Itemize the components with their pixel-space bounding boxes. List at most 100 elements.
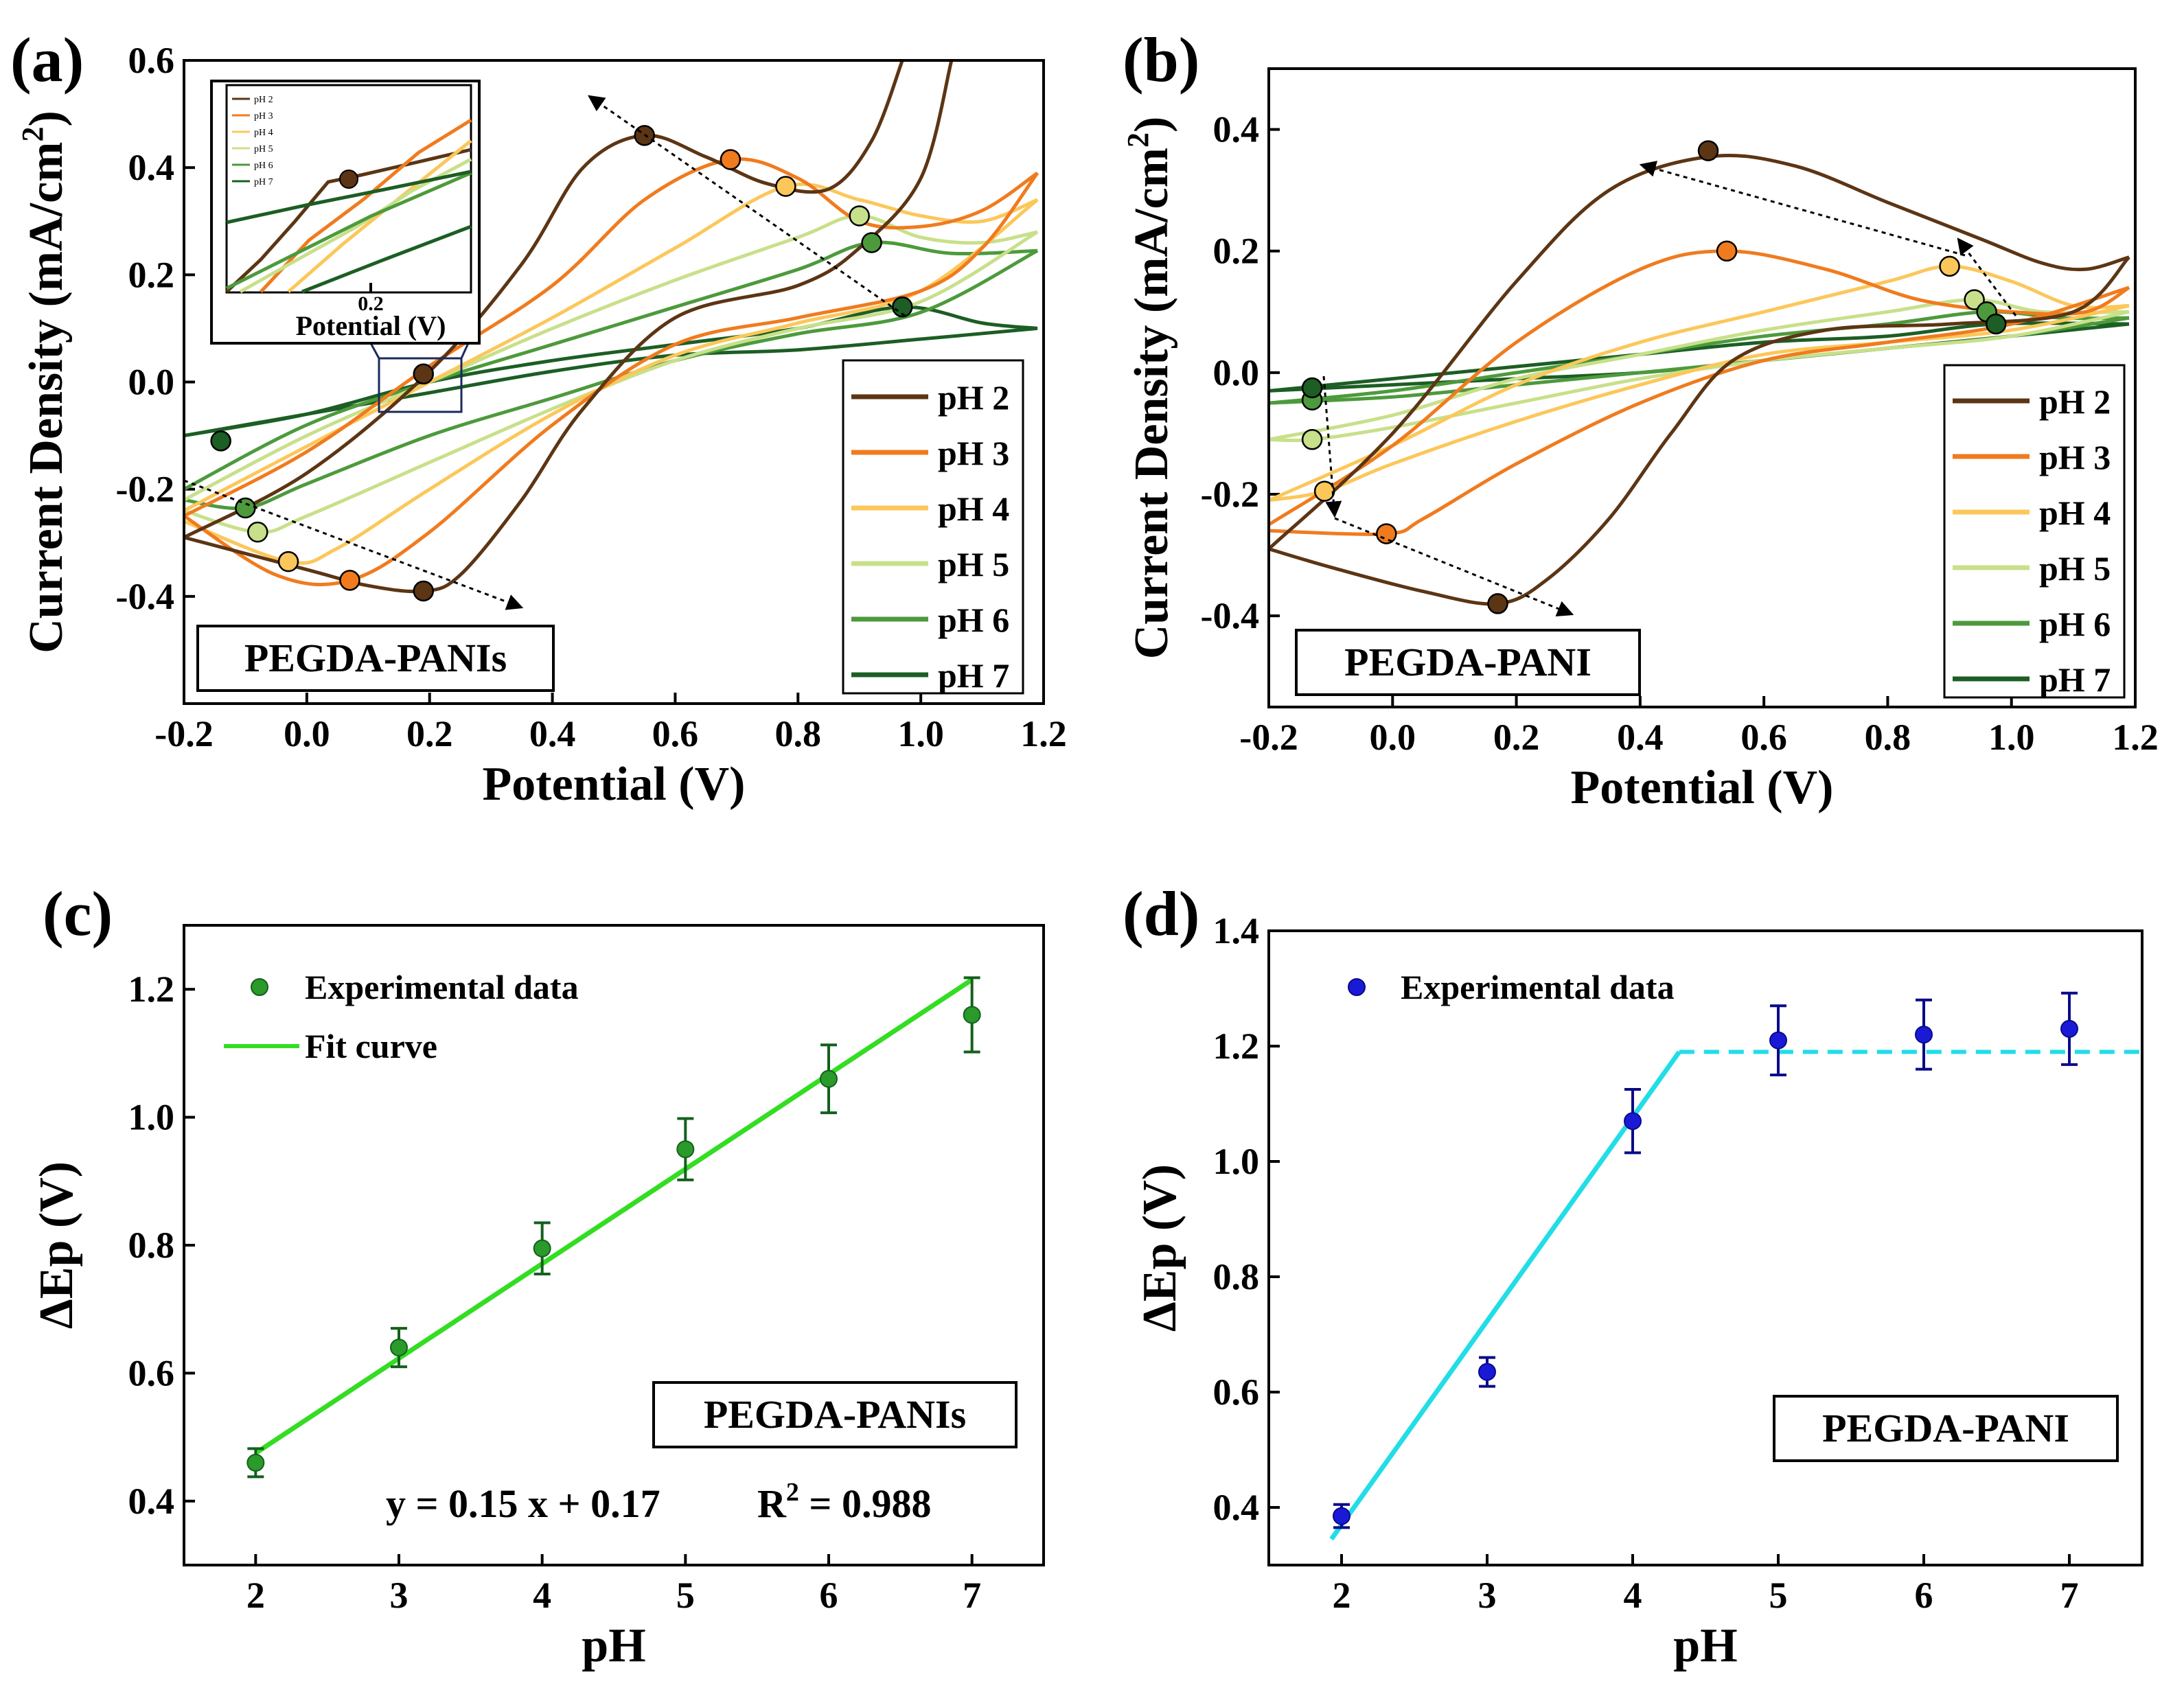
anodic-peak-ph4 — [775, 176, 796, 197]
panel-a-cathodic-trend-arrow — [183, 479, 524, 610]
cv-forward-ph5 — [1270, 298, 2130, 441]
panel-a-zoom-region — [378, 357, 463, 413]
y-axis-title-sup: 2 — [1121, 132, 1155, 148]
x-tick-label: 0.2 — [1493, 717, 1540, 758]
y-axis-title: ΔEp (V) — [30, 1161, 83, 1329]
data-point — [1769, 1031, 1787, 1050]
cv-forward-ph2 — [1270, 153, 2130, 551]
fit-line — [254, 977, 974, 1455]
cv-reverse-ph2 — [1270, 255, 2130, 606]
y-tick-label: 0.2 — [1213, 231, 1260, 272]
inset-legend-label: pH 2 — [254, 95, 273, 105]
y-axis-title-close: ) — [20, 111, 73, 126]
inset-tick-label: 0.2 — [358, 292, 384, 315]
panel-b-sample-label: PEGDA-PANI — [1344, 640, 1591, 684]
panel-c-legend-marker — [251, 978, 268, 996]
plot-frame — [1267, 929, 2143, 1566]
data-point — [2060, 1019, 2078, 1038]
panel-a: (a) -0.2 0.0 0.2 0.4 0.6 0.8 1.0 1.2 -0.4 -0.2 0.0… — [10, 25, 1067, 811]
panel-c: (c) 2 3 4 5 6 7 0.4 0.6 0.8 1.0 1.2 pH ΔEp (V) Exper… — [30, 879, 1045, 1672]
panel-d-legend-data: Experimental data — [1401, 968, 1675, 1006]
panel-d: (d) 2 3 4 5 6 7 0.4 0.6 0.8 1.0 1.2 1.4 pH ΔEp (V) Ex… — [1123, 879, 2143, 1672]
x-tick-label: 7 — [963, 1575, 981, 1616]
legend-label: pH 3 — [2039, 438, 2111, 476]
x-tick-label: 3 — [1478, 1575, 1497, 1616]
legend-label: pH 7 — [2039, 660, 2111, 699]
panel-a-legend-frame — [842, 359, 1024, 695]
legend-label: pH 3 — [938, 434, 1009, 472]
y-tick-label: 0.0 — [1213, 352, 1260, 393]
y-tick-label: -0.2 — [1201, 474, 1259, 515]
x-tick-label: 0.8 — [775, 713, 822, 754]
cv-reverse-ph6 — [185, 248, 1039, 511]
inset-peak-marker — [339, 170, 358, 189]
cv-forward-ph6 — [185, 240, 1038, 491]
legend-label: pH 4 — [938, 489, 1009, 528]
x-tick-label: 6 — [820, 1575, 838, 1616]
x-tick-label: 0.2 — [406, 713, 453, 754]
x-tick-label: 1.0 — [1988, 717, 2035, 758]
cathodic-peak-ph4 — [277, 551, 299, 572]
panel-a-zoom-connector-left — [369, 343, 380, 359]
legend-label: pH 2 — [938, 378, 1009, 417]
panel-b-sample-box — [1295, 629, 1641, 696]
cv-forward-ph2 — [185, 62, 904, 539]
x-tick-label: 7 — [2060, 1575, 2079, 1616]
inset-legend-label: pH 4 — [254, 128, 273, 138]
y-tick-label: 0.8 — [128, 1225, 175, 1266]
panel-c-sample-label: PEGDA-PANIs — [704, 1392, 966, 1437]
data-point — [390, 1339, 408, 1357]
panel-a-peak-markers — [210, 125, 913, 602]
y-tick-label: 1.0 — [128, 1097, 175, 1138]
anodic-peak-ph6 — [861, 232, 882, 253]
panel-d-legend-marker — [1348, 978, 1366, 996]
panel-c-r2-label: R — [757, 1481, 787, 1526]
x-tick-label: -0.2 — [1239, 717, 1298, 758]
y-tick-label: 0.4 — [1213, 1487, 1260, 1528]
inset-curve-ph6 — [225, 171, 472, 290]
cv-forward-ph7 — [1270, 321, 2130, 393]
panel-d-plot — [1329, 991, 2141, 1541]
panel-c-legend-fit: Fit curve — [305, 1027, 437, 1065]
panel-a-curves — [185, 62, 1039, 594]
cathodic-peak-ph7 — [1301, 377, 1323, 399]
panel-b: (b) -0.2 0.0 0.2 0.4 0.6 0.8 1.0 1.2 -0.4 -0.2 0.0… — [1121, 25, 2159, 814]
data-point — [963, 1006, 981, 1024]
inset-curve-ph7-reverse — [301, 224, 472, 294]
x-tick-label: 0.4 — [1617, 717, 1664, 758]
y-tick-label: 0.4 — [128, 147, 175, 188]
legend-label: pH 2 — [2039, 382, 2111, 421]
panel-d-axes: 2 3 4 5 6 7 0.4 0.6 0.8 1.0 1.2 1.4 pH ΔEp (V) — [1134, 910, 2143, 1672]
cathodic-peak-ph7 — [210, 430, 231, 452]
fit-line-rising — [1329, 1050, 1681, 1541]
panel-c-axes: 2 3 4 5 6 7 0.4 0.6 0.8 1.0 1.2 pH ΔEp (V) — [30, 924, 1045, 1672]
inset-curve-ph3 — [260, 118, 472, 293]
inset-legend-label: pH 6 — [254, 161, 273, 171]
inset-xlabel: Potential (V) — [296, 310, 446, 341]
y-axis-title-close: ) — [1125, 117, 1178, 132]
cathodic-peak-ph2 — [413, 580, 435, 602]
x-tick-label: 0.0 — [284, 713, 330, 754]
data-point — [1624, 1112, 1642, 1131]
x-tick-label: 1.0 — [897, 713, 944, 754]
y-tick-label: 1.2 — [1213, 1026, 1260, 1067]
cathodic-peak-ph5 — [247, 521, 268, 543]
panel-b-axes: -0.2 0.0 0.2 0.4 0.6 0.8 1.0 1.2 -0.4 -0.2 0.0 0.2 0… — [1121, 67, 2159, 814]
y-axis-title: ΔEp (V) — [1134, 1164, 1186, 1332]
panel-d-sample-label: PEGDA-PANI — [1822, 1406, 2069, 1450]
data-point — [1915, 1026, 1933, 1044]
panel-a-legend-items: pH 2 pH 3 pH 4 pH 5 pH 6 pH 7 — [851, 378, 1009, 695]
panel-b-peak-markers — [1301, 140, 2007, 614]
plot-frame — [1267, 67, 2137, 708]
x-tick-label: 0.4 — [529, 713, 576, 754]
anodic-peak-ph5 — [849, 205, 870, 227]
y-axis-title-main: Current Density (mA/cm — [20, 142, 73, 653]
cv-forward-ph3 — [185, 157, 1039, 518]
x-axis-title: Potential (V) — [1571, 761, 1834, 814]
panel-b-legend-frame — [1943, 364, 2126, 699]
data-point — [1333, 1507, 1350, 1525]
cv-forward-ph4 — [1270, 264, 2130, 502]
y-tick-label: 0.0 — [128, 362, 175, 403]
anodic-peak-ph7 — [1985, 313, 2007, 335]
